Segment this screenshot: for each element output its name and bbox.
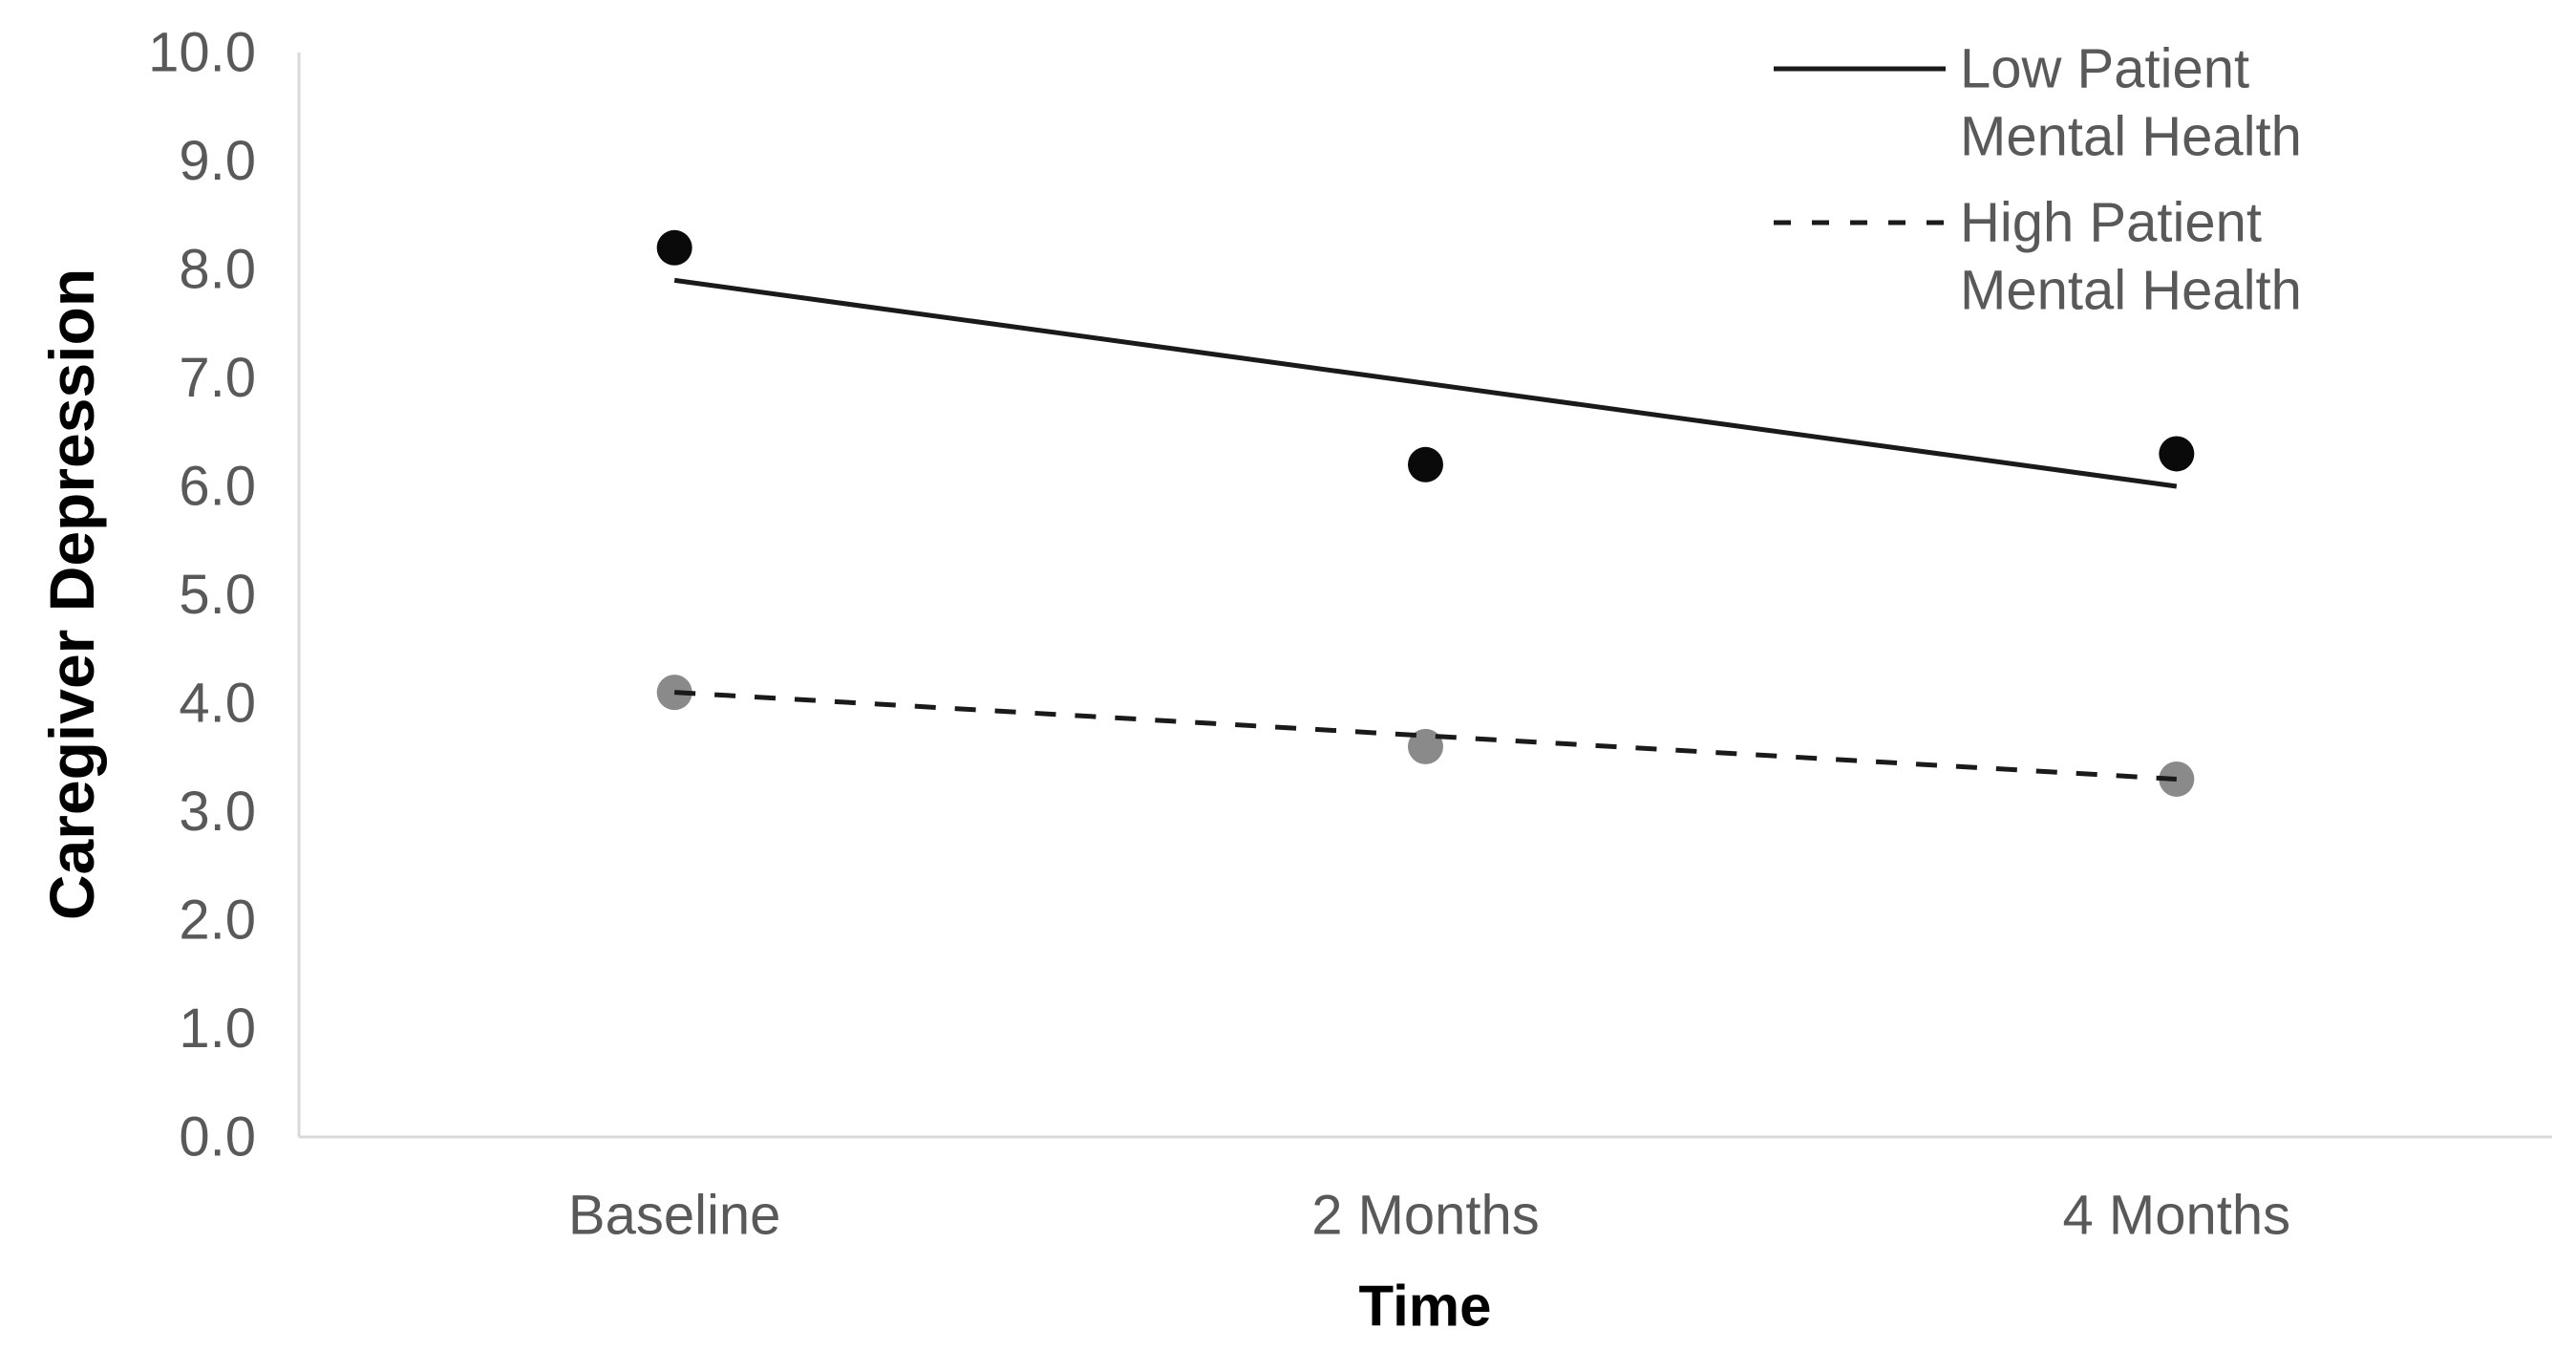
data-point-high-1 <box>1408 728 1443 764</box>
y-tick-label: 8.0 <box>179 239 256 301</box>
data-point-low-0 <box>656 229 692 266</box>
x-category-labels: Baseline 2 Months 4 Months <box>568 1185 2290 1247</box>
y-tick-label: 6.0 <box>179 456 256 518</box>
y-tick-label: 10.0 <box>148 22 256 84</box>
y-tick-label: 5.0 <box>179 564 256 626</box>
y-tick-label: 9.0 <box>179 130 256 192</box>
y-tick-label: 4.0 <box>179 673 256 735</box>
legend-label-line: High Patient <box>1960 192 2262 254</box>
trend-line-high <box>674 690 2177 782</box>
legend-label-line: Low Patient <box>1960 38 2249 100</box>
y-tick-label: 0.0 <box>179 1106 256 1169</box>
legend-label-line: Mental Health <box>1960 106 2302 168</box>
axes <box>297 53 2552 1139</box>
x-axis-title: Time <box>1359 1275 1492 1339</box>
data-point-low-1 <box>1408 446 1443 482</box>
series-layer <box>656 229 2195 797</box>
y-tick-labels: 0.0 1.0 2.0 3.0 4.0 5.0 6.0 7.0 8.0 9.0 10.0 <box>148 22 256 1169</box>
y-tick-label: 7.0 <box>179 347 256 409</box>
data-point-low-2 <box>2159 436 2195 472</box>
x-category-label: 2 Months <box>1311 1185 1540 1247</box>
trend-line-low <box>673 277 2178 489</box>
y-tick-label: 3.0 <box>179 781 256 843</box>
y-axis-title: Caregiver Depression <box>36 268 107 920</box>
legend-label-line: Mental Health <box>1960 260 2302 322</box>
y-tick-label: 1.0 <box>179 997 256 1060</box>
y-tick-label: 2.0 <box>179 890 256 952</box>
x-category-label: Baseline <box>568 1185 780 1247</box>
x-category-label: 4 Months <box>2063 1185 2291 1247</box>
